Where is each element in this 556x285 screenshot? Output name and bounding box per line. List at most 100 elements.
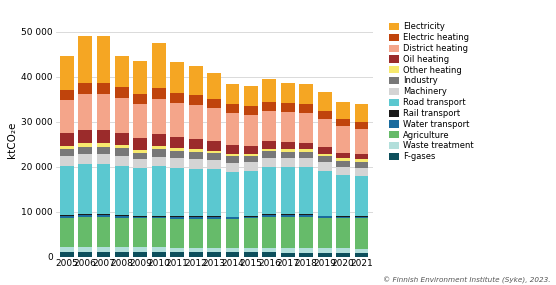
Bar (317, 171, 331, 215)
Bar (226, 217, 240, 219)
Bar (226, 162, 240, 172)
Bar (133, 94, 147, 104)
Bar (170, 168, 184, 216)
Bar (262, 149, 276, 151)
Bar (355, 216, 369, 217)
Bar (262, 111, 276, 141)
Bar (78, 143, 92, 146)
Bar (97, 130, 111, 143)
Bar (355, 154, 369, 159)
Bar (152, 88, 166, 99)
Bar (188, 105, 202, 139)
Bar (299, 84, 313, 104)
Bar (207, 160, 221, 169)
Bar (262, 167, 276, 214)
Bar (170, 247, 184, 253)
Bar (170, 62, 184, 93)
Bar (152, 134, 166, 146)
Bar (97, 94, 111, 130)
Bar (262, 151, 276, 158)
Bar (299, 152, 313, 158)
Bar (244, 253, 258, 256)
Bar (115, 87, 129, 98)
Bar (317, 215, 331, 216)
Bar (59, 218, 73, 247)
Bar (59, 166, 73, 215)
Bar (226, 172, 240, 217)
Bar (244, 162, 258, 171)
Bar (188, 247, 202, 253)
Bar (133, 153, 147, 159)
Bar (59, 146, 73, 149)
Bar (336, 102, 350, 119)
Bar (59, 247, 73, 253)
Bar (207, 153, 221, 160)
Bar (336, 119, 350, 126)
Bar (115, 216, 129, 218)
Bar (59, 133, 73, 146)
Bar (170, 217, 184, 219)
Bar (299, 113, 313, 142)
Bar (336, 218, 350, 249)
Bar (152, 157, 166, 166)
Bar (133, 252, 147, 256)
Bar (188, 149, 202, 152)
Bar (244, 247, 258, 253)
Bar (152, 146, 166, 149)
Bar (244, 156, 258, 162)
Bar (188, 219, 202, 247)
Bar (97, 146, 111, 154)
Bar (115, 218, 129, 247)
Bar (262, 79, 276, 102)
Bar (78, 164, 92, 215)
Bar (281, 142, 295, 149)
Bar (115, 215, 129, 216)
Bar (133, 217, 147, 218)
Bar (355, 104, 369, 122)
Bar (152, 99, 166, 134)
Bar (207, 108, 221, 141)
Bar (133, 215, 147, 217)
Bar (170, 216, 184, 217)
Bar (59, 149, 73, 156)
Bar (317, 162, 331, 171)
Bar (355, 168, 369, 176)
Bar (59, 56, 73, 90)
Bar (59, 90, 73, 100)
Bar (97, 217, 111, 247)
Bar (152, 166, 166, 215)
Bar (262, 158, 276, 167)
Bar (188, 217, 202, 219)
Bar (78, 94, 92, 130)
Bar (262, 253, 276, 256)
Bar (115, 145, 129, 148)
Bar (115, 98, 129, 133)
Bar (170, 219, 184, 247)
Bar (188, 139, 202, 149)
Bar (262, 217, 276, 248)
Bar (355, 253, 369, 256)
Bar (152, 247, 166, 252)
Bar (299, 149, 313, 152)
Bar (244, 86, 258, 106)
Bar (336, 167, 350, 175)
Bar (78, 217, 92, 247)
Bar (317, 154, 331, 156)
Bar (281, 158, 295, 167)
Bar (152, 252, 166, 256)
Bar (115, 156, 129, 166)
Bar (226, 156, 240, 162)
Bar (355, 159, 369, 162)
Bar (336, 153, 350, 158)
Bar (152, 218, 166, 247)
Bar (336, 158, 350, 160)
Bar (299, 253, 313, 256)
Bar (226, 219, 240, 247)
Bar (226, 144, 240, 154)
Bar (133, 138, 147, 150)
Bar (244, 146, 258, 154)
Bar (59, 216, 73, 218)
Bar (262, 215, 276, 217)
Bar (152, 149, 166, 157)
Bar (281, 83, 295, 103)
